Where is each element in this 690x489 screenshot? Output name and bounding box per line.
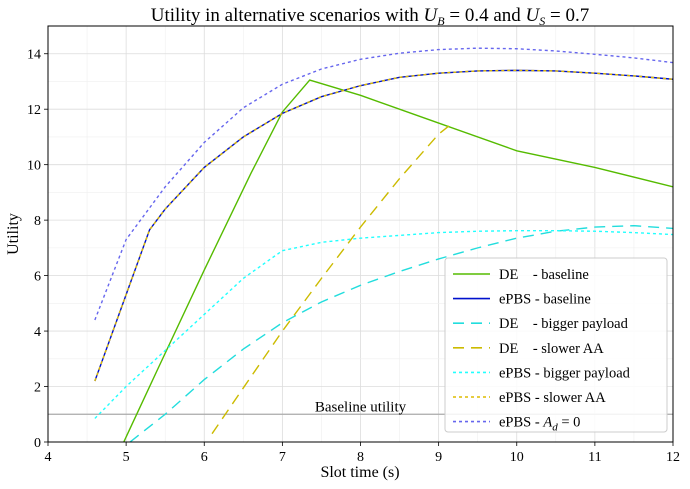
x-axis-label: Slot time (s) bbox=[320, 464, 399, 481]
x-tick-label: 12 bbox=[666, 450, 680, 465]
y-tick-label: 8 bbox=[34, 214, 41, 229]
legend-label-5: ePBS - slower AA bbox=[499, 390, 606, 406]
x-tick-label: 4 bbox=[45, 450, 52, 465]
legend-label-suffix: = 0 bbox=[558, 415, 581, 431]
chart-title: Utility in alternative scenarios with UB… bbox=[151, 5, 589, 28]
x-tick-label: 11 bbox=[588, 450, 601, 465]
legend-label-0: DE - baseline bbox=[499, 267, 589, 283]
series-line-2 bbox=[129, 224, 673, 442]
legend-label-3: DE - slower AA bbox=[499, 341, 604, 357]
y-tick-label: 10 bbox=[27, 159, 41, 174]
y-tick-label: 14 bbox=[27, 48, 41, 63]
x-tick-label: 6 bbox=[201, 450, 208, 465]
series-line-0 bbox=[123, 79, 673, 442]
title-ub-sub: B bbox=[437, 14, 445, 28]
legend-label-var: A bbox=[542, 415, 552, 431]
series-line-4 bbox=[94, 229, 673, 419]
series-line-5 bbox=[94, 69, 673, 382]
x-tick-label: 10 bbox=[510, 450, 524, 465]
y-tick-label: 6 bbox=[34, 270, 41, 285]
title-ub-eq: = 0.4 and bbox=[445, 5, 526, 26]
x-tick-label: 8 bbox=[357, 450, 364, 465]
legend-label-6: ePBS - Ad = 0 bbox=[499, 415, 580, 434]
legend-label-2: DE - bigger payload bbox=[499, 316, 629, 332]
legend-label-prefix: ePBS - bbox=[499, 415, 543, 431]
y-tick-label: 2 bbox=[34, 381, 41, 396]
series-line-3 bbox=[211, 121, 455, 435]
legend-label-4: ePBS - bigger payload bbox=[499, 365, 631, 381]
y-tick-label: 0 bbox=[34, 436, 41, 451]
legend-label-1: ePBS - baseline bbox=[499, 292, 591, 308]
y-tick-label: 12 bbox=[27, 103, 41, 118]
series-group bbox=[94, 47, 673, 442]
axis-ticks: 4 5 6 7 8 9 10 11 12 0 2 4 6 8 10 12 14 bbox=[27, 48, 680, 465]
x-tick-label: 9 bbox=[435, 450, 442, 465]
chart-legend: DE - baseline ePBS - baseline DE - bigger … bbox=[444, 257, 668, 434]
x-tick-label: 5 bbox=[123, 450, 130, 465]
baseline-label: Baseline utility bbox=[315, 399, 407, 415]
title-us-sub: S bbox=[539, 14, 545, 28]
y-tick-label: 4 bbox=[34, 325, 41, 340]
legend-box bbox=[444, 257, 668, 433]
title-us-eq: = 0.7 bbox=[545, 5, 589, 26]
y-axis-label: Utility bbox=[5, 213, 22, 255]
legend-label-sub: d bbox=[552, 422, 558, 434]
title-prefix: Utility in alternative scenarios with bbox=[151, 5, 424, 26]
x-tick-label: 7 bbox=[279, 450, 286, 465]
title-us-var: U bbox=[526, 5, 541, 26]
series-line-6 bbox=[94, 47, 673, 321]
title-ub-var: U bbox=[424, 5, 439, 26]
